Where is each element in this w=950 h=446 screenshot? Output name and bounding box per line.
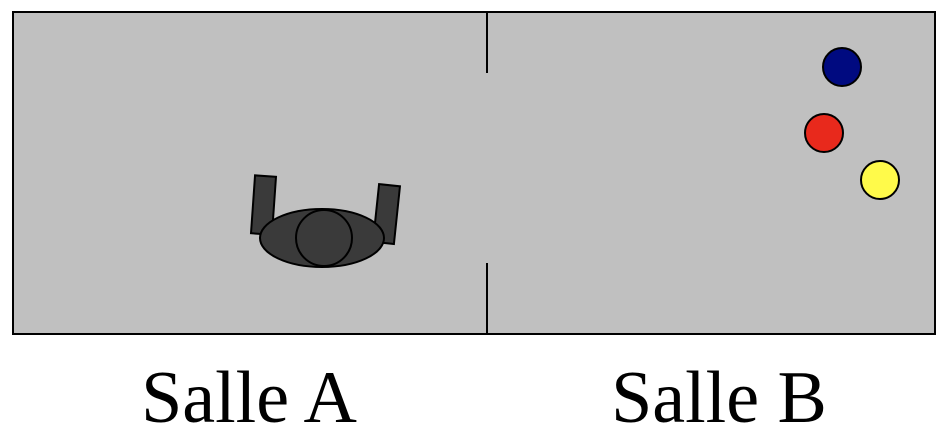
blue-ball-icon bbox=[822, 47, 862, 87]
room-label-b: Salle B bbox=[611, 357, 827, 439]
floor bbox=[12, 11, 936, 335]
red-ball-icon bbox=[804, 113, 844, 153]
yellow-ball-icon bbox=[860, 160, 900, 200]
room-label-a: Salle A bbox=[141, 357, 357, 439]
robot-head bbox=[295, 209, 353, 267]
robot-icon bbox=[249, 174, 402, 268]
